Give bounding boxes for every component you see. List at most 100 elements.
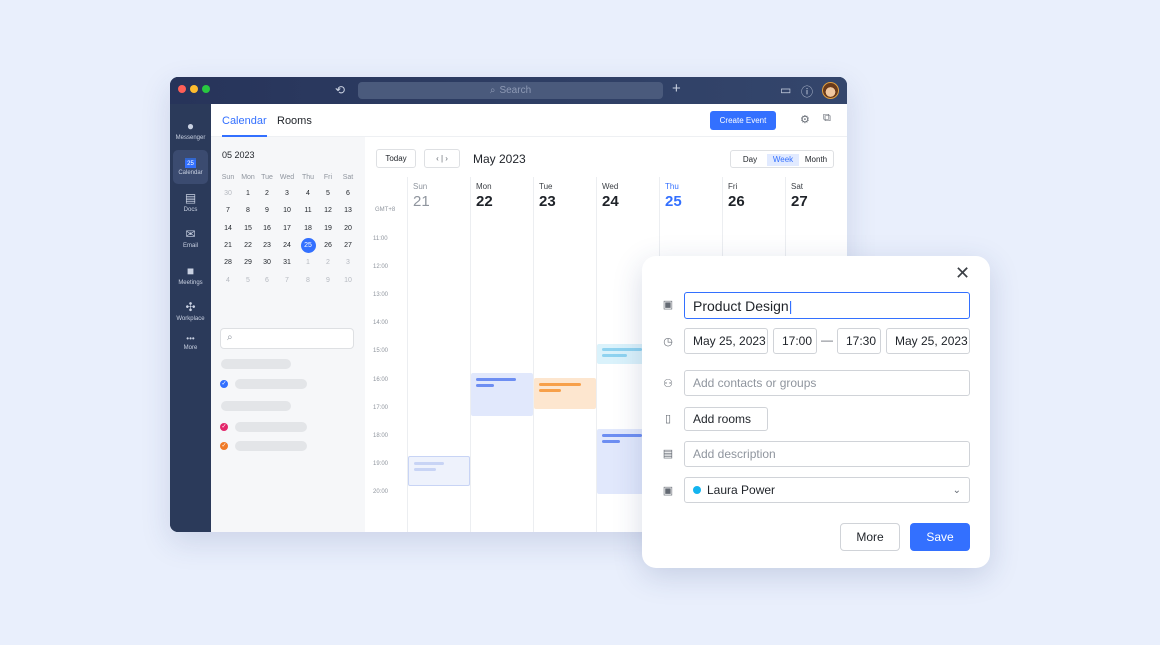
calendar-owner-select[interactable]: Laura Power ⌄ [684,477,970,503]
mini-calendar-day[interactable]: 8 [246,207,250,215]
mini-calendar-day[interactable]: 24 [283,241,291,249]
mini-calendar-day[interactable]: 2 [265,190,269,197]
mini-calendar-day[interactable]: 17 [283,224,291,232]
mini-calendar-day[interactable]: 20 [344,224,352,232]
mini-calendar-day[interactable]: 14 [224,224,232,232]
sidebar-item-calendar[interactable]: 25 Calendar [173,150,208,184]
popout-icon[interactable]: ⧉ [823,112,831,124]
mini-calendar-day[interactable]: 6 [346,190,350,197]
day-header[interactable]: Fri 26 [722,182,785,210]
clock-icon: ◷ [663,336,673,348]
mini-calendar-day[interactable]: 10 [344,276,352,284]
mini-calendar-day[interactable]: 8 [306,276,310,284]
mini-calendar-day[interactable]: 26 [324,241,332,249]
mini-calendar-day[interactable]: 5 [246,276,250,284]
event-block[interactable] [408,456,470,486]
mini-calendar-day[interactable]: 23 [263,241,271,249]
mini-calendar-day[interactable]: 28 [224,259,232,267]
mini-calendar-day[interactable]: 29 [244,259,252,267]
start-date-field[interactable]: May 25, 2023 [684,328,768,354]
description-input[interactable]: Add description [684,441,970,467]
help-icon[interactable]: ⓘ [801,85,814,99]
mini-calendar-day[interactable]: 3 [285,190,289,197]
tab-rooms[interactable]: Rooms [277,115,312,127]
mini-calendar-day[interactable]: 7 [285,276,289,284]
day-header[interactable]: Mon 22 [470,182,533,210]
day-header[interactable]: Tue 23 [533,182,596,210]
mini-calendar-day[interactable]: 2 [326,259,330,267]
mini-calendar-day[interactable]: 11 [304,207,312,215]
checkbox-checked[interactable]: ✓ [220,380,228,388]
mini-calendar-day[interactable]: 30 [224,190,232,197]
mini-calendar-day[interactable]: 31 [283,259,291,267]
mini-calendar-day[interactable]: 7 [226,207,230,215]
mini-calendar-day[interactable]: 6 [265,276,269,284]
view-month[interactable]: Month [804,155,828,164]
create-event-button[interactable]: Create Event [710,111,776,130]
start-time-field[interactable]: 17:00 [773,328,817,354]
end-time-field[interactable]: 17:30 [837,328,881,354]
day-header[interactable]: Wed 24 [596,182,659,210]
view-week[interactable]: Week [767,154,799,166]
mini-calendar-day[interactable]: 1 [246,190,250,197]
plus-icon[interactable]: + [672,80,681,97]
day-name: Wed [602,182,619,191]
day-header[interactable]: Sun 21 [407,182,470,210]
search-input[interactable]: ⌕ Search [358,82,663,99]
mini-calendar-day[interactable]: 9 [326,276,330,284]
add-rooms-button[interactable]: Add rooms [684,407,768,431]
prev-next-buttons[interactable]: ‹ | › [424,149,460,168]
envelope-icon: ✉ [185,227,196,241]
mini-calendar-day[interactable]: 22 [244,241,252,249]
contacts-input[interactable]: Add contacts or groups [684,370,970,396]
mini-calendar-day[interactable]: 3 [346,259,350,267]
event-title-input[interactable]: Product Design | [684,292,970,319]
mini-calendar-day[interactable]: 16 [263,224,271,232]
sidebar-item-email[interactable]: ✉ Email [173,223,208,257]
mini-calendar-day[interactable]: 13 [344,207,352,215]
gear-icon[interactable]: ⚙ [800,114,810,126]
mini-calendar-day[interactable]: 19 [324,224,332,232]
day-header[interactable]: Thu 25 [659,182,722,210]
mini-calendar-day[interactable]: 30 [263,259,271,267]
history-icon[interactable]: ⟲ [335,83,346,97]
mini-calendar-day[interactable]: 18 [304,224,312,232]
calendar-search-input[interactable]: ⌕ [220,328,354,349]
view-day[interactable]: Day [742,155,758,164]
mini-calendar-day[interactable]: 4 [226,276,230,284]
event-block[interactable] [534,378,596,409]
end-date-field[interactable]: May 25, 2023 [886,328,970,354]
close-icon[interactable]: ✕ [955,263,971,283]
mini-calendar-day[interactable]: 25 [304,241,312,249]
chevron-left-icon[interactable]: ‹ [436,154,439,163]
day-header[interactable]: Sat 27 [785,182,847,210]
mini-calendar-day[interactable]: 27 [344,241,352,249]
checkbox-checked[interactable]: ✓ [220,423,228,431]
sidebar-item-docs[interactable]: ▤ Docs [173,187,208,221]
sidebar-item-more[interactable]: ••• More [173,330,208,364]
mini-calendar-day[interactable]: 21 [224,241,232,249]
tab-calendar[interactable]: Calendar [222,115,267,127]
mini-calendar-day[interactable]: 12 [324,207,332,215]
close-window-button[interactable] [178,85,186,93]
mini-calendar-day[interactable]: 9 [265,207,269,215]
maximize-window-button[interactable] [202,85,210,93]
mini-calendar-day[interactable]: 4 [306,190,310,197]
chevron-right-icon[interactable]: › [445,154,448,163]
hour-label: 14:00 [373,320,389,327]
today-button[interactable]: Today [376,149,416,168]
avatar[interactable] [822,82,839,99]
event-block[interactable] [471,373,533,416]
sidebar-item-meetings[interactable]: ■ Meetings [173,260,208,294]
checkbox-checked[interactable]: ✓ [220,442,228,450]
mini-calendar-day[interactable]: 10 [283,207,291,215]
minimize-window-button[interactable] [190,85,198,93]
screen-share-icon[interactable]: ▭ [780,83,792,97]
mini-calendar-day[interactable]: 15 [244,224,252,232]
mini-calendar-day[interactable]: 5 [326,190,330,197]
mini-calendar-day[interactable]: 1 [306,259,310,267]
sidebar-item-messenger[interactable]: ● Messenger [173,115,208,149]
more-button[interactable]: More [840,523,900,551]
sidebar-item-workplace[interactable]: ✣ Workplace [173,296,208,330]
save-button[interactable]: Save [910,523,970,551]
